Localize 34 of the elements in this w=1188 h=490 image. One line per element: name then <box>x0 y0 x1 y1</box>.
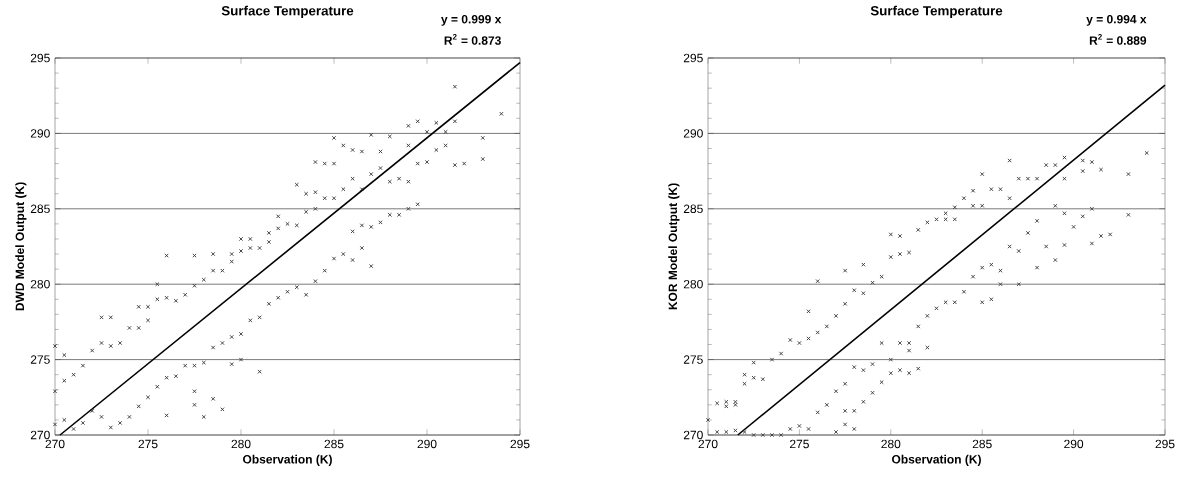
x-tick-label: 270 <box>45 439 65 449</box>
x-tick-label: 290 <box>417 439 437 449</box>
x-tick-label: 275 <box>790 439 809 449</box>
y-tick-label: 295 <box>683 53 703 63</box>
y-tick-label: 270 <box>683 430 703 440</box>
x-tick-label: 285 <box>324 439 344 449</box>
y-tick-label: 295 <box>30 53 50 63</box>
x-tick-label: 280 <box>231 439 251 449</box>
y-tick-label: 275 <box>30 355 50 364</box>
y-tick-label: 285 <box>30 204 50 214</box>
text: R$^{2}$ = 0.873 <box>444 33 501 45</box>
x-tick-label: 275 <box>138 439 158 449</box>
x-tick-label: 280 <box>881 439 901 449</box>
text: y = 0.994 x <box>1086 14 1147 26</box>
y-tick-label: 285 <box>683 204 703 214</box>
x-tick-label: 270 <box>698 439 718 449</box>
x-axis-title: Observation (K) <box>892 454 981 466</box>
y-axis-title: KOR Model Output (K) <box>668 183 680 310</box>
y-axis-title: DWD Model Output (K) <box>15 182 27 311</box>
y-tick-label: 290 <box>683 129 703 138</box>
y-tick-label: 270 <box>30 430 50 440</box>
chart-title: Surface Temperature <box>221 5 354 19</box>
y-tick-label: 280 <box>683 279 703 289</box>
x-tick-label: 295 <box>510 439 530 449</box>
text: R$^{2}$ = 0.889 <box>1089 33 1147 45</box>
x-tick-label: 285 <box>972 439 992 449</box>
y-tick-label: 290 <box>30 129 50 138</box>
chart-title: Surface Temperature <box>870 5 1003 19</box>
text: y = 0.999 x <box>441 14 502 26</box>
x-tick-label: 295 <box>1155 439 1175 449</box>
y-tick-label: 275 <box>683 355 703 364</box>
x-axis-title: Observation (K) <box>243 454 332 466</box>
x-tick-label: 290 <box>1064 439 1084 449</box>
y-tick-label: 280 <box>30 279 50 289</box>
